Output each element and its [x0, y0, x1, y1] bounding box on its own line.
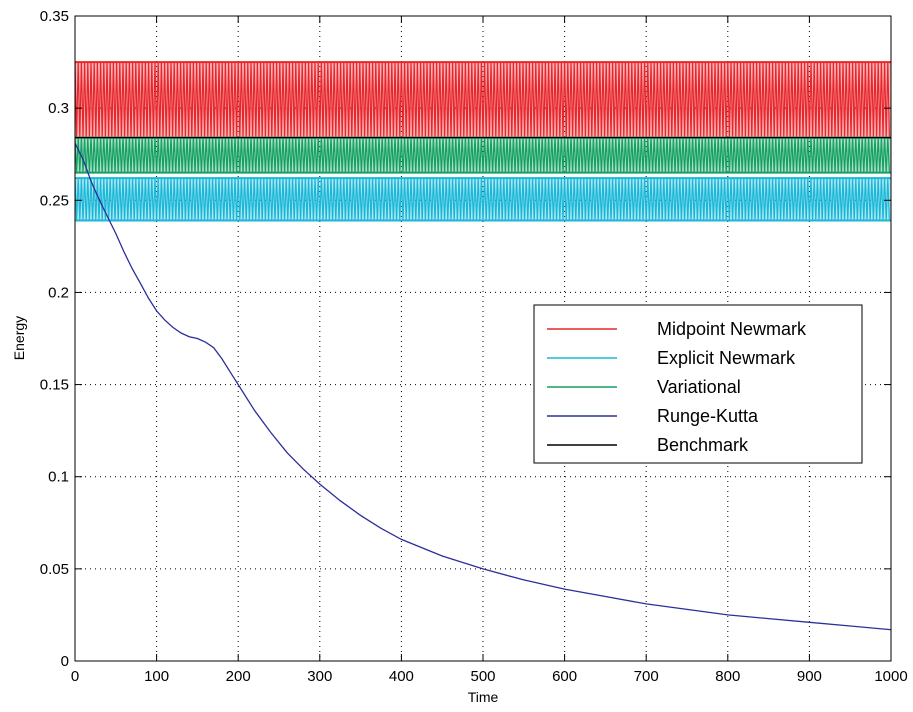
x-tick-label: 500 [470, 668, 495, 685]
legend-label-runge-kutta: Runge-Kutta [657, 406, 759, 426]
x-tick-label: 300 [307, 668, 332, 685]
x-axis-title: Time [468, 689, 499, 705]
grid-lines [75, 16, 891, 661]
x-tick-label: 200 [226, 668, 251, 685]
series-explicit-newmark [75, 177, 891, 222]
y-tick-label: 0.2 [48, 284, 69, 301]
band-oscillation [75, 62, 890, 138]
x-tick-label: 1000 [874, 668, 907, 685]
y-tick-labels: 0 0.05 0.1 0.15 0.2 0.25 0.3 0.35 [40, 8, 69, 670]
x-tick-label: 900 [797, 668, 822, 685]
x-tick-label: 0 [71, 668, 79, 685]
series-layer [75, 61, 891, 631]
y-axis-title: Energy [11, 316, 27, 360]
legend-label-midpoint-newmark: Midpoint Newmark [657, 319, 807, 339]
y-tick-label: 0 [61, 653, 69, 670]
legend-label-benchmark: Benchmark [657, 435, 749, 455]
y-tick-label: 0.1 [48, 469, 69, 486]
x-tick-label: 400 [389, 668, 414, 685]
legend-label-explicit-newmark: Explicit Newmark [657, 348, 796, 368]
series-runge-kutta [75, 142, 891, 631]
series-midpoint-newmark [75, 61, 891, 139]
y-tick-label: 0.3 [48, 100, 69, 117]
legend-box [533, 304, 863, 464]
band-oscillation [75, 137, 890, 173]
y-tick-label: 0.35 [40, 8, 69, 25]
legend-label-variational: Variational [657, 377, 741, 397]
axis-ticks [74, 15, 892, 662]
x-tick-label: 700 [634, 668, 659, 685]
y-tick-label: 0.15 [40, 377, 69, 394]
y-tick-label: 0.25 [40, 192, 69, 209]
x-tick-label: 600 [552, 668, 577, 685]
x-tick-labels: 0 100 200 300 400 500 600 700 800 900 1000 [71, 668, 908, 685]
x-tick-label: 100 [144, 668, 169, 685]
x-tick-label: 800 [715, 668, 740, 685]
series-variational [75, 136, 891, 174]
y-tick-label: 0.05 [40, 561, 69, 578]
legend: Midpoint Newmark Explicit Newmark Variatio… [533, 304, 863, 464]
band-oscillation [75, 178, 890, 221]
